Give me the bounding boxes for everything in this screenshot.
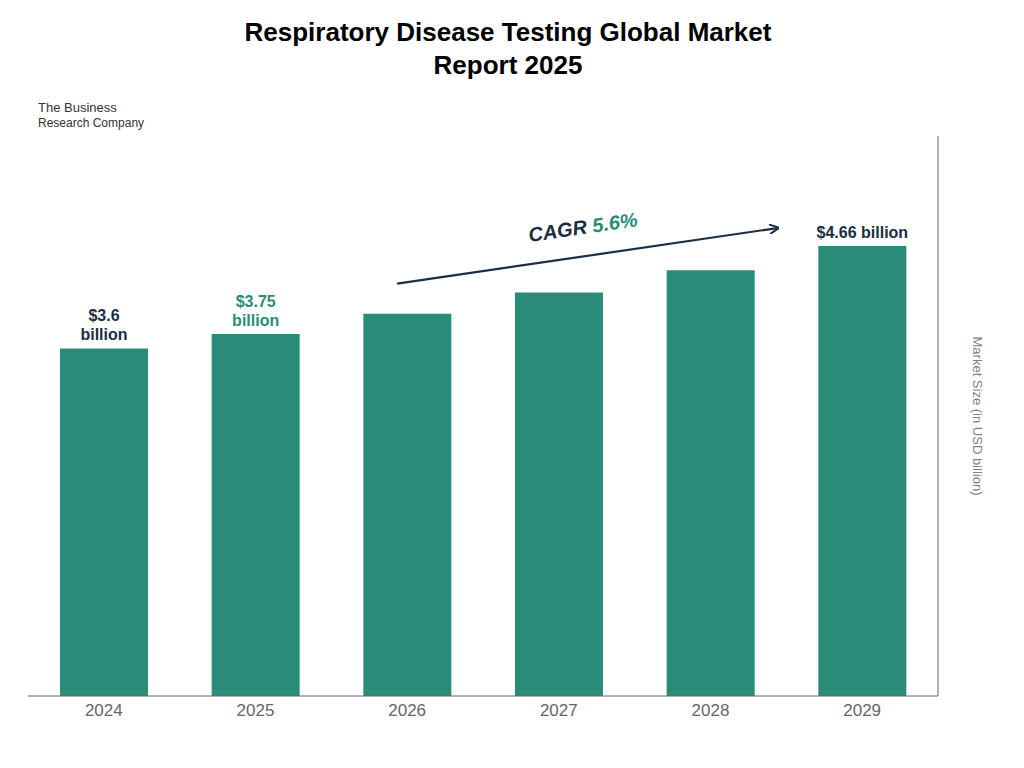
svg-text:2026: 2026 [388, 701, 426, 720]
svg-text:2024: 2024 [85, 701, 123, 720]
svg-text:2025: 2025 [237, 701, 275, 720]
html-text:Respiratory Disease Testing Gl: Respiratory Disease Testing Global Marke… [244, 17, 772, 80]
svg-text:CAGR 5.6%: CAGR 5.6% [527, 208, 639, 246]
svg-text:2028: 2028 [692, 701, 730, 720]
svg-text:2029: 2029 [843, 701, 881, 720]
html-text:Research Company: Research Company [38, 115, 145, 130]
svg-text:$3.6billion: $3.6billion [80, 307, 127, 343]
svg-text:Market Size (in USD billion): Market Size (in USD billion) [970, 337, 985, 496]
html-text:The Business: The Business [38, 100, 117, 115]
svg-text:$3.75billion: $3.75billion [232, 293, 279, 329]
svg-text:$4.66 billion: $4.66 billion [817, 224, 909, 241]
svg-text:2027: 2027 [540, 701, 578, 720]
